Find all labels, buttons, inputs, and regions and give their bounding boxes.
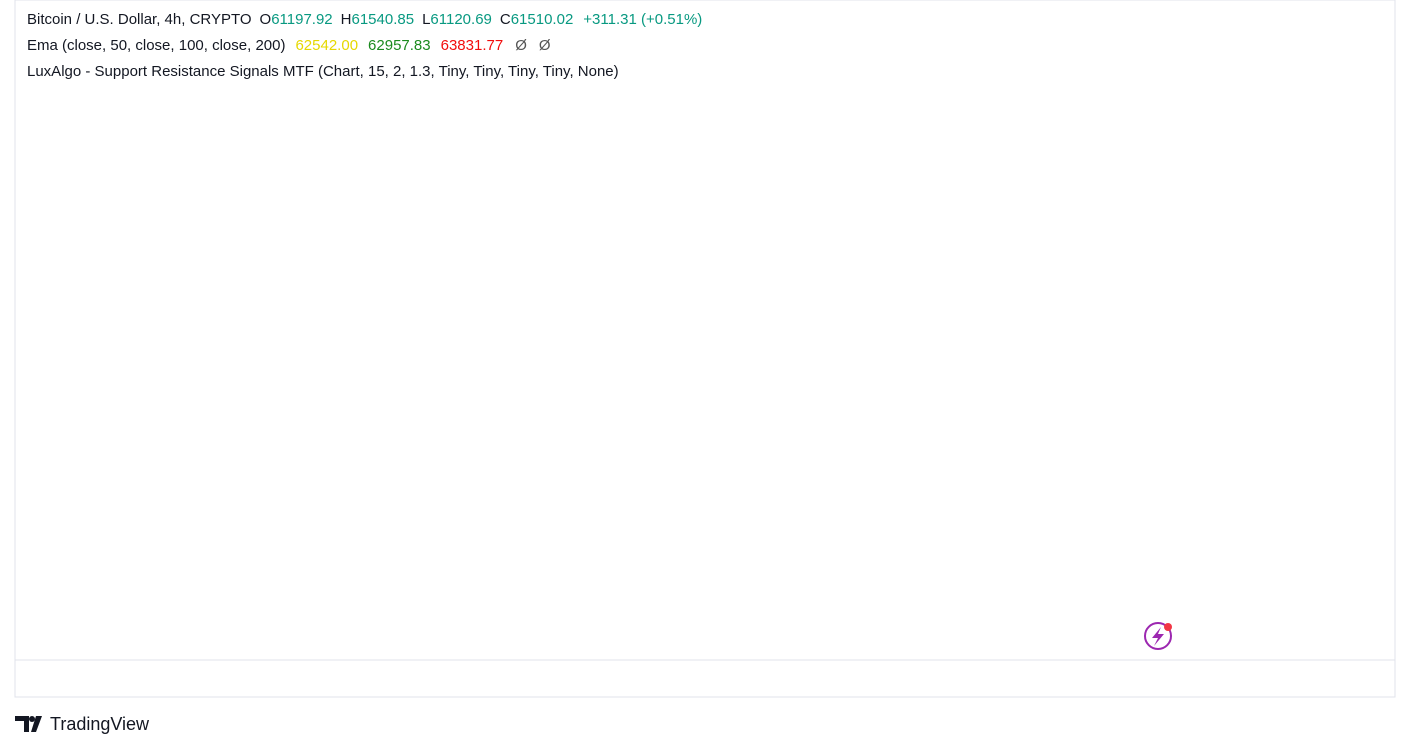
- watermark-text: TradingView: [50, 714, 150, 734]
- luxalgo-legend: LuxAlgo - Support Resistance Signals MTF…: [27, 63, 619, 80]
- icon-ring[interactable]: [1144, 622, 1172, 650]
- watermark: TradingView: [15, 714, 150, 734]
- logo-dot: [29, 716, 35, 722]
- icon-dot[interactable]: [1164, 623, 1172, 631]
- pane-border: [14, 0, 1396, 698]
- symbol-legend: Bitcoin / U.S. Dollar, 4h, CRYPTO O61197.…: [27, 11, 702, 28]
- legend: Bitcoin / U.S. Dollar, 4h, CRYPTO O61197.…: [27, 11, 702, 80]
- ema-legend: Ema (close, 50, close, 100, close, 200) 6…: [27, 37, 551, 54]
- lightning-icon[interactable]: [1144, 622, 1172, 650]
- icon-bolt[interactable]: [1152, 627, 1164, 646]
- logo: [15, 716, 42, 732]
